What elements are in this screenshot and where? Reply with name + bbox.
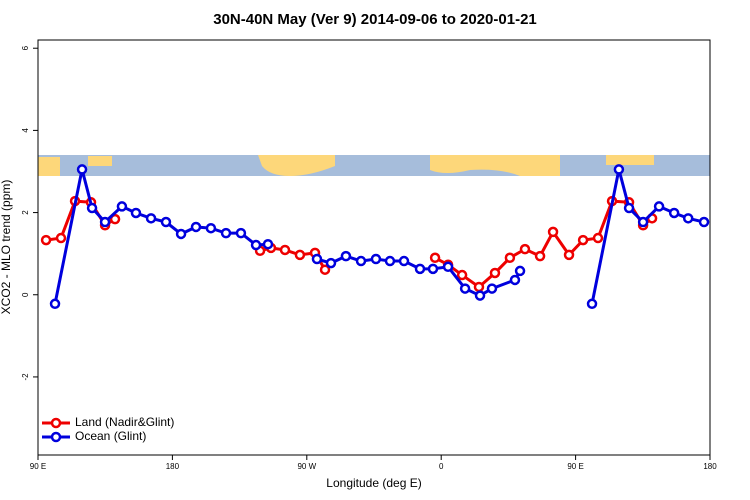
point [577,234,589,246]
point [534,250,546,262]
point [474,290,486,301]
y-tick-label: 4 [21,128,30,133]
legend-label: Ocean (Glint) [75,429,146,443]
point [427,263,439,275]
point [442,261,454,273]
point [514,265,526,277]
plot-frame [37,39,711,456]
point [370,253,382,265]
point [130,207,142,219]
point [586,298,598,310]
point [473,281,485,293]
point [489,267,501,279]
point [653,201,665,212]
point [175,228,187,240]
point [340,250,352,262]
point [205,222,217,234]
point [682,213,694,224]
x-tick-label: 90 E [30,462,46,471]
x-tick-label: 90 E [567,462,583,471]
point [623,202,635,214]
point [325,257,337,269]
point [592,232,604,244]
legend-marker [50,417,62,429]
y-tick-label: -2 [21,373,30,381]
legend-marker [50,431,62,443]
point [99,216,111,228]
point [414,263,426,275]
x-tick-label: 180 [703,462,717,471]
point [698,216,710,228]
point [190,221,202,233]
point [456,269,468,281]
y-tick-label: 0 [21,292,30,297]
point [86,202,98,214]
point [145,213,157,224]
point [519,243,531,255]
point [116,201,128,212]
point [355,255,367,267]
x-axis-label: Longitude (deg E) [326,476,421,490]
point [250,239,262,251]
point [384,255,396,267]
y-tick-label: 6 [21,45,30,50]
point [547,226,559,238]
point [668,207,680,219]
point [220,227,232,239]
point [76,164,88,175]
point [55,232,67,244]
point [160,216,172,228]
point [504,252,516,264]
point [509,274,521,286]
x-tick-label: 90 W [297,462,316,471]
series-line [53,169,705,305]
legend-label: Land (Nadir&Glint) [75,415,174,429]
point [398,255,410,267]
map-strip [38,155,710,176]
y-axis-label: XCO2 - MLO trend (ppm) [0,180,13,315]
point [563,249,575,261]
point [262,238,274,250]
point [613,164,625,175]
point [109,213,121,225]
point [311,253,323,265]
point [294,249,306,261]
y-tick-label: 2 [21,210,30,215]
point [235,227,247,239]
point [459,283,471,294]
x-tick-label: 180 [166,462,180,471]
chart-title: 30N-40N May (Ver 9) 2014-09-06 to 2020-0… [213,11,537,28]
x-tick-label: 0 [439,462,444,471]
point [40,234,52,246]
point [637,216,649,228]
point [279,244,291,256]
point [49,298,61,310]
point [429,252,441,264]
point [486,283,498,294]
point [319,264,331,275]
